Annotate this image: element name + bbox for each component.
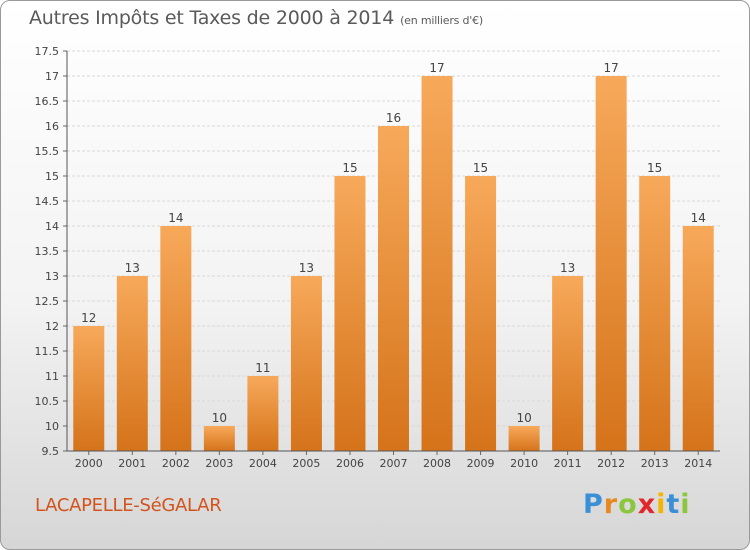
chart-title: Autres Impôts et Taxes de 2000 à 2014 (en… (29, 7, 483, 29)
bar (682, 226, 714, 451)
bar (378, 126, 409, 451)
bar-value-label: 14 (691, 211, 706, 225)
bar-value-label: 12 (81, 311, 96, 325)
y-tick-label: 16 (45, 120, 59, 133)
y-tick-label: 12.5 (35, 295, 60, 308)
bar-value-label: 17 (429, 61, 444, 75)
y-tick-label: 10 (45, 420, 59, 433)
y-tick-label: 15 (45, 170, 59, 183)
x-tick-label: 2005 (292, 457, 320, 470)
bar-value-label: 15 (473, 161, 488, 175)
logo-letter: x (637, 489, 657, 520)
y-tick-label: 16.5 (35, 95, 60, 108)
y-tick-label: 10.5 (35, 395, 60, 408)
bar-value-label: 13 (125, 261, 140, 275)
bar (421, 76, 453, 451)
y-tick-label: 11.5 (35, 345, 60, 358)
bar (508, 426, 540, 451)
y-tick-label: 17.5 (35, 45, 60, 58)
x-tick-label: 2003 (205, 457, 233, 470)
x-tick-label: 2004 (249, 457, 277, 470)
bar-value-label: 15 (647, 161, 662, 175)
logo-letter: i (680, 489, 691, 520)
bar-value-label: 13 (560, 261, 575, 275)
y-tick-label: 14 (45, 220, 59, 233)
bar (247, 376, 279, 451)
bar-value-label: 15 (342, 161, 357, 175)
x-tick-label: 2013 (641, 457, 669, 470)
y-tick-label: 12 (45, 320, 59, 333)
x-tick-label: 2000 (75, 457, 103, 470)
title-text: Autres Impôts et Taxes de 2000 à 2014 (29, 7, 395, 29)
bar (639, 176, 671, 451)
x-tick-label: 2006 (336, 457, 364, 470)
bar-value-label: 13 (299, 261, 314, 275)
bar-value-label: 17 (604, 61, 619, 75)
x-tick-label: 2007 (380, 457, 408, 470)
bar (116, 276, 148, 451)
x-tick-label: 2002 (162, 457, 190, 470)
y-tick-label: 15.5 (35, 145, 60, 158)
logo-letter: i (656, 489, 667, 520)
bar (203, 426, 235, 451)
title-unit: (en milliers d'€) (400, 14, 483, 27)
x-tick-label: 2012 (597, 457, 625, 470)
x-tick-label: 2001 (118, 457, 146, 470)
bar-value-label: 14 (168, 211, 183, 225)
proxiti-logo: Proxiti (583, 489, 691, 520)
logo-letter: r (603, 489, 619, 520)
x-tick-label: 2009 (467, 457, 495, 470)
y-tick-label: 13.5 (35, 245, 60, 258)
bar-value-label: 10 (212, 411, 227, 425)
y-tick-label: 14.5 (35, 195, 60, 208)
y-tick-label: 13 (45, 270, 59, 283)
bar-value-label: 16 (386, 111, 401, 125)
bar (552, 276, 584, 451)
bars: 12 13 14 10 11 13 15 16 17 15 10 13 17 15 14 (73, 61, 714, 451)
logo-letter: o (618, 489, 638, 520)
x-tick-label: 2008 (423, 457, 451, 470)
logo-letter: t (666, 489, 681, 520)
commune-name: LACAPELLE-SéGALAR (35, 495, 222, 516)
y-tick-label: 17 (45, 70, 59, 83)
x-tick-label: 2010 (510, 457, 538, 470)
y-tick-label: 9.5 (42, 445, 60, 458)
x-tick-label: 2011 (554, 457, 582, 470)
x-tick-label: 2014 (684, 457, 712, 470)
logo-letter: P (583, 489, 604, 520)
bar-value-label: 11 (255, 361, 270, 375)
bar (334, 176, 366, 451)
y-tick-label: 11 (45, 370, 59, 383)
bar-value-label: 10 (516, 411, 531, 425)
bar (73, 326, 105, 451)
bar (160, 226, 192, 451)
bar (465, 176, 497, 451)
axes: 9.5 10 10.5 11 11.5 12 12.5 13 13.5 14 14.5 15 15.5 1… (35, 45, 720, 470)
bar (290, 276, 322, 451)
bar (595, 76, 627, 451)
